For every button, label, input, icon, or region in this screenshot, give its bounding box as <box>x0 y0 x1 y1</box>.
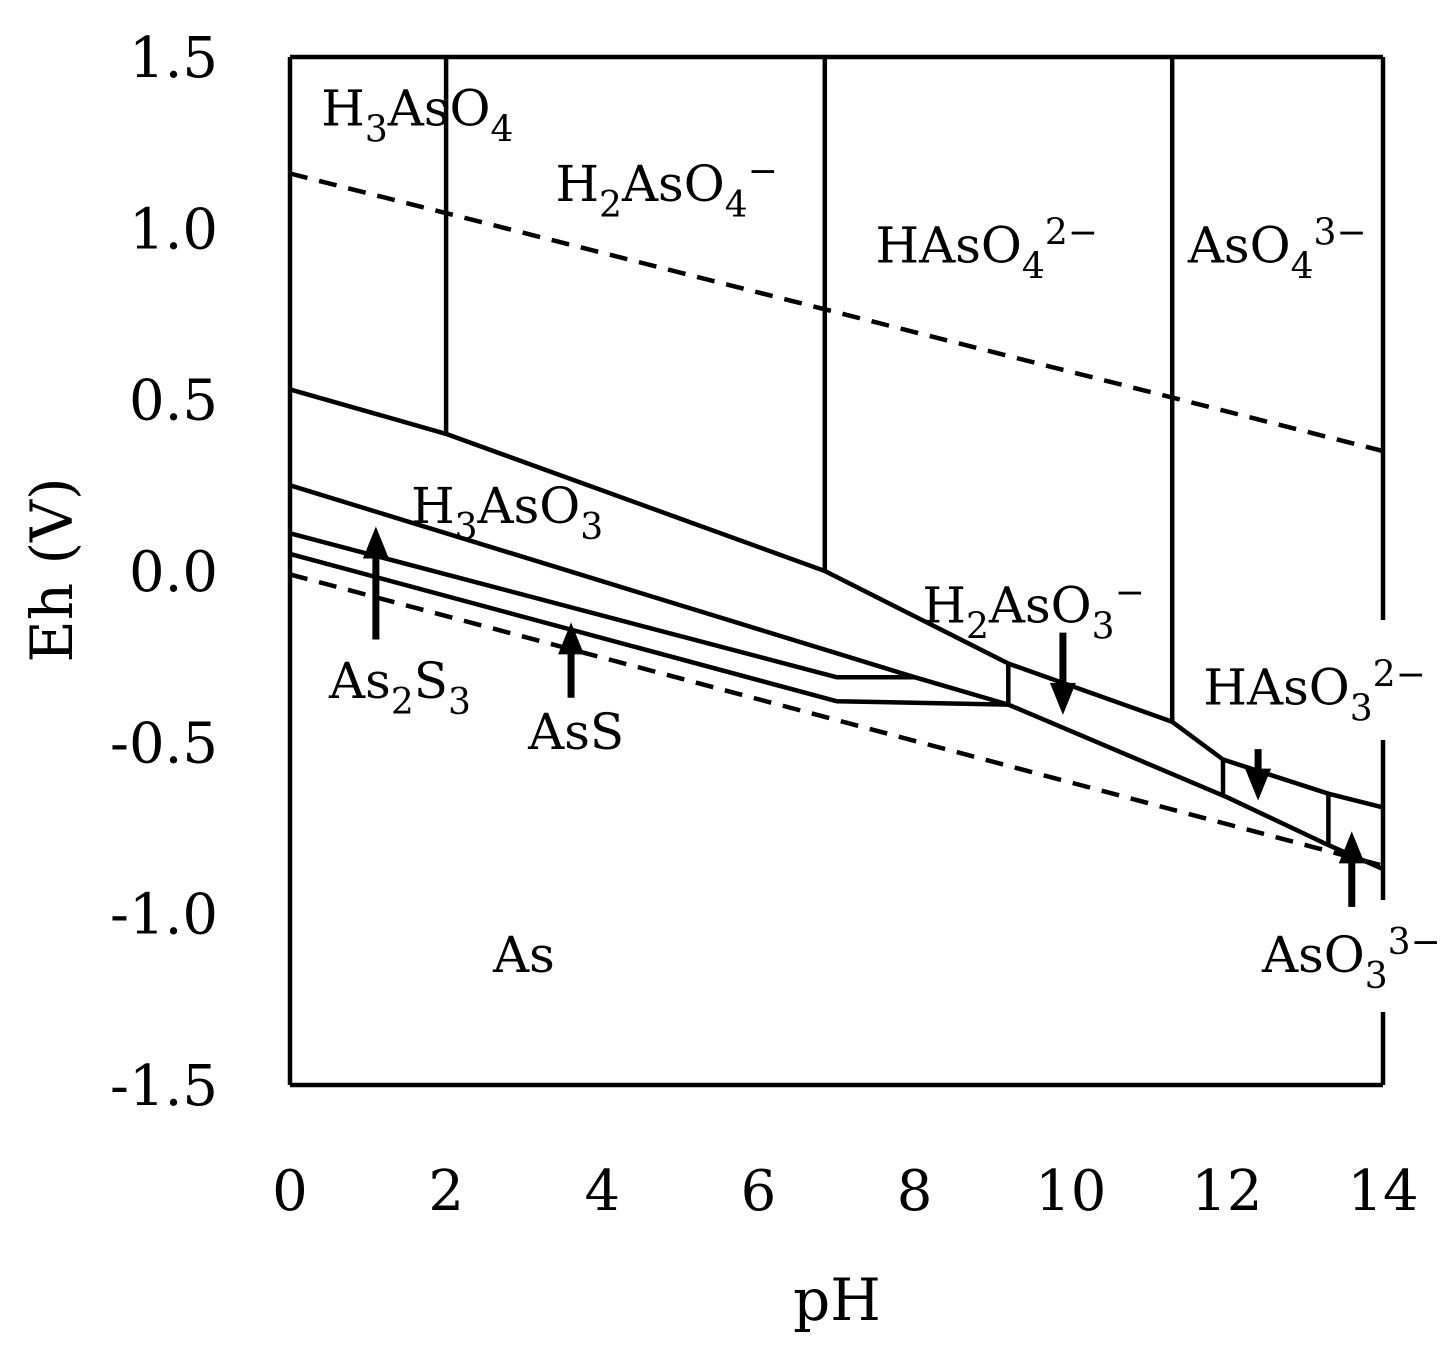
arrows <box>362 526 1365 907</box>
y-axis-title: Eh (V) <box>18 477 86 662</box>
arrow-head <box>1049 682 1076 715</box>
species-label-h2aso3: H2AsO3− <box>922 572 1144 647</box>
species-label-as2s3: As2S3 <box>328 652 471 723</box>
species-labels: H3AsO4 H2AsO4− HAsO42− AsO43− H3AsO3 H2AsO3− H… <box>321 80 1441 997</box>
x-tick-label: 8 <box>897 1159 933 1224</box>
frame-gap-upper <box>1377 620 1389 740</box>
y-tick-label: 0.0 <box>129 540 218 605</box>
species-label-haso4: HAsO42− <box>876 213 1098 288</box>
x-tick-label: 2 <box>428 1159 464 1224</box>
species-label-haso3: HAsO32− <box>1203 655 1425 730</box>
y-tick-label: 0.5 <box>129 369 218 434</box>
boundary-line-2 <box>289 531 915 680</box>
boundary-line-0 <box>289 387 1384 810</box>
arrow-4 <box>1338 831 1365 907</box>
y-tick-label: -1.0 <box>110 883 218 948</box>
y-tick-label: 1.5 <box>129 26 218 91</box>
arrow-3 <box>1245 749 1272 801</box>
x-axis-title: pH <box>793 1266 881 1334</box>
arrow-0 <box>362 526 389 640</box>
arrow-head <box>362 526 389 559</box>
species-label-aso4: AsO43− <box>1187 213 1367 288</box>
x-tick-label: 10 <box>1035 1159 1106 1224</box>
water-stability-line-0 <box>289 171 1384 454</box>
species-label-h3aso4: H3AsO4 <box>321 80 513 151</box>
arrow-head <box>1338 831 1365 864</box>
species-label-h2aso4: H2AsO4− <box>555 151 777 226</box>
x-tick-label: 0 <box>272 1159 308 1224</box>
species-label-as: As <box>492 926 555 984</box>
plot-lines <box>289 57 1384 872</box>
arrow-head <box>558 622 585 655</box>
x-tick-label: 12 <box>1191 1159 1262 1224</box>
y-tick-label: -0.5 <box>110 711 218 776</box>
y-tick-label: 1.0 <box>129 197 218 262</box>
water-stability-line-1 <box>289 572 1384 868</box>
tick-labels: 0 2 4 6 8 10 12 14 1.5 1.0 0.5 0.0 -0.5 -1.0 -1.5 <box>110 26 1419 1224</box>
boundary-line-1 <box>289 483 1384 872</box>
x-tick-label: 6 <box>741 1159 777 1224</box>
boundary-line-3 <box>289 551 1009 707</box>
species-label-ass: AsS <box>527 703 624 761</box>
species-label-h3aso3: H3AsO3 <box>411 477 603 548</box>
frame-gap-lower <box>1377 900 1389 1012</box>
arrow-1 <box>558 622 585 698</box>
arrow-2 <box>1049 632 1076 715</box>
species-label-aso3: AsO33− <box>1261 922 1441 997</box>
arrow-head <box>1245 768 1272 801</box>
plot-frame <box>287 54 1389 1088</box>
x-tick-label: 14 <box>1347 1159 1418 1224</box>
y-tick-label: -1.5 <box>110 1054 218 1119</box>
x-tick-label: 4 <box>584 1159 620 1224</box>
